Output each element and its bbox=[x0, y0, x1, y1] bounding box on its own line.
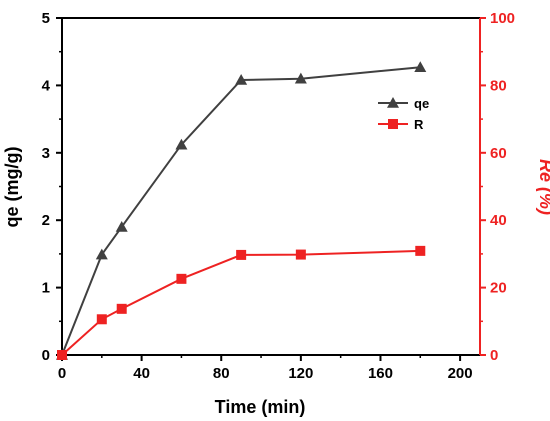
x-axis-title: Time (min) bbox=[215, 397, 306, 417]
data-point-r bbox=[415, 245, 426, 256]
data-point-qe bbox=[414, 61, 427, 73]
ticks: 0 40 80 120 160 200 0 1 2 3 4 5 0 20 40 60 80 100 bbox=[42, 10, 515, 382]
series-layer bbox=[56, 61, 427, 360]
y-left-tick-label: 0 bbox=[42, 347, 50, 364]
y-right-tick-label: 100 bbox=[490, 10, 515, 27]
y-right-tick-label: 20 bbox=[490, 280, 507, 297]
y-left-tick-label: 4 bbox=[42, 77, 51, 94]
y-right-tick-label: 40 bbox=[490, 212, 507, 229]
x-tick-label: 120 bbox=[288, 365, 313, 382]
data-point-qe bbox=[95, 248, 108, 260]
x-tick-label: 160 bbox=[368, 365, 393, 382]
y-left-tick-label: 1 bbox=[42, 280, 50, 297]
y-right-tick-label: 80 bbox=[490, 77, 507, 94]
data-point-qe bbox=[175, 138, 188, 150]
y-left-axis-title: qe (mg/g) bbox=[2, 147, 22, 228]
x-tick-label: 40 bbox=[133, 365, 150, 382]
data-point-r bbox=[57, 350, 67, 360]
legend-label-qe: qe bbox=[414, 96, 429, 111]
y-left-tick-label: 3 bbox=[42, 145, 50, 162]
x-tick-label: 0 bbox=[58, 365, 66, 382]
data-point-qe bbox=[115, 220, 128, 232]
data-point-r bbox=[176, 273, 187, 284]
data-point-qe bbox=[235, 74, 248, 85]
data-point-r bbox=[96, 314, 107, 325]
y-left-tick-label: 2 bbox=[42, 212, 50, 229]
y-right-tick-label: 60 bbox=[490, 145, 507, 162]
data-point-r bbox=[116, 303, 127, 314]
legend: qe R bbox=[378, 96, 429, 132]
legend-label-r: R bbox=[414, 117, 424, 132]
data-point-qe bbox=[294, 72, 307, 84]
legend-marker-qe bbox=[387, 97, 399, 108]
y-left-tick-label: 5 bbox=[42, 10, 50, 27]
x-tick-label: 200 bbox=[448, 365, 473, 382]
legend-marker-r bbox=[388, 119, 398, 129]
y-right-tick-label: 0 bbox=[490, 347, 498, 364]
y-right-axis-title: Re (%) bbox=[536, 159, 550, 215]
x-tick-label: 80 bbox=[213, 365, 230, 382]
data-point-r bbox=[295, 249, 306, 260]
data-point-r bbox=[236, 249, 247, 260]
